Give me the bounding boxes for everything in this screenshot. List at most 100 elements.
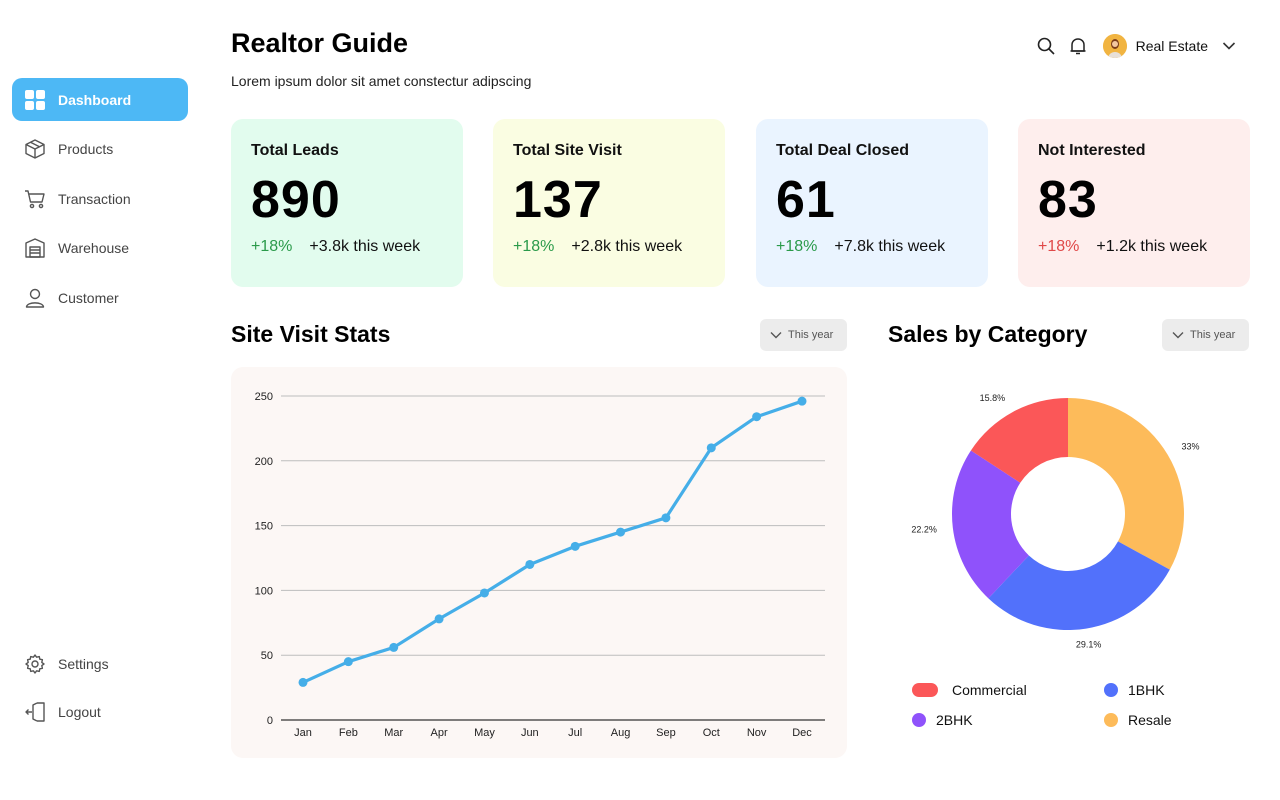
profile-name[interactable]: Real Estate <box>1135 38 1208 54</box>
sidebar-item-transaction[interactable]: Transaction <box>12 177 188 220</box>
sales-legend: Commercial 1BHK 2BHK Resale <box>912 680 1212 740</box>
site-visit-period-dropdown[interactable]: This year <box>760 319 847 351</box>
donut-slice[interactable] <box>1068 398 1184 570</box>
sidebar-item-logout[interactable]: Logout <box>12 690 188 733</box>
stat-week: +7.8k this week <box>834 238 946 255</box>
y-tick-label: 100 <box>255 585 273 597</box>
x-tick-label: Nov <box>747 727 767 739</box>
y-tick-label: 0 <box>267 715 273 727</box>
legend-item-commercial: Commercial <box>912 682 1027 698</box>
sidebar-item-label: Logout <box>58 703 101 720</box>
legend-swatch <box>1104 713 1118 727</box>
slice-label: 33% <box>1182 442 1200 452</box>
stat-change: +18% <box>251 238 293 255</box>
stat-change: +18% <box>513 238 555 255</box>
legend-label: 1BHK <box>1128 682 1165 698</box>
sidebar-item-products[interactable]: Products <box>12 127 188 170</box>
stat-week: +1.2k this week <box>1096 238 1208 255</box>
header-actions: Real Estate <box>1025 32 1240 60</box>
slice-label: 15.8% <box>980 393 1006 403</box>
stat-title: Total Leads <box>251 142 339 159</box>
x-tick-label: Sep <box>656 727 676 739</box>
x-tick-label: Dec <box>792 727 812 739</box>
sidebar-item-label: Warehouse <box>58 239 130 256</box>
stat-title: Not Interested <box>1038 142 1146 159</box>
sidebar-item-label: Dashboard <box>58 91 132 108</box>
x-tick-label: Feb <box>339 727 358 739</box>
sidebar-item-warehouse[interactable]: Warehouse <box>12 226 188 269</box>
stat-card-total-site-visit: Total Site Visit 137 +18% +2.8k this wee… <box>493 119 725 287</box>
x-tick-label: Jan <box>294 727 312 739</box>
data-point[interactable] <box>434 614 444 624</box>
legend-swatch <box>912 713 926 727</box>
page-title: Realtor Guide <box>231 28 409 58</box>
y-tick-label: 150 <box>255 521 273 533</box>
dropdown-label: This year <box>788 329 834 341</box>
stat-title: Total Deal Closed <box>776 142 910 159</box>
chevron-down-icon <box>1172 332 1184 339</box>
data-point[interactable] <box>298 677 308 687</box>
legend-item-2bhk: 2BHK <box>912 712 973 728</box>
donut-slice[interactable] <box>970 398 1068 483</box>
donut-slice[interactable] <box>952 450 1029 599</box>
sidebar-item-label: Settings <box>58 655 109 672</box>
sidebar-item-settings[interactable]: Settings <box>12 642 188 685</box>
stat-value: 137 <box>513 171 603 229</box>
x-tick-label: Mar <box>384 727 403 739</box>
stat-change: +18% <box>1038 238 1080 255</box>
stat-week: +3.8k this week <box>309 238 421 255</box>
stat-card-total-deal-closed: Total Deal Closed 61 +18% +7.8k this wee… <box>756 119 988 287</box>
grid-icon <box>24 89 46 111</box>
warehouse-icon <box>24 237 46 259</box>
stat-card-total-leads: Total Leads 890 +18% +3.8k this week <box>231 119 463 287</box>
legend-label: 2BHK <box>936 712 973 728</box>
x-tick-label: Apr <box>431 727 448 739</box>
legend-item-1bhk: 1BHK <box>1104 682 1165 698</box>
page-subtitle: Lorem ipsum dolor sit amet constectur ad… <box>231 73 532 89</box>
avatar[interactable] <box>1102 34 1127 58</box>
search-icon[interactable] <box>1035 35 1057 57</box>
sidebar-item-label: Transaction <box>58 190 131 207</box>
sales-donut-chart: 33% 29.1% 22.2% 15.8% <box>900 380 1240 660</box>
data-point[interactable] <box>661 513 671 523</box>
data-point[interactable] <box>570 541 580 551</box>
site-visit-title: Site Visit Stats <box>231 321 391 347</box>
cart-icon <box>24 188 46 210</box>
line-chart: 0 50 100 150 200 250 Jan Feb Mar Apr May Jun Jul Aug S… <box>255 391 825 739</box>
data-point[interactable] <box>706 443 716 453</box>
x-tick-label: Aug <box>611 727 631 739</box>
data-point[interactable] <box>343 657 353 667</box>
data-point[interactable] <box>479 588 489 598</box>
data-point[interactable] <box>752 412 762 422</box>
legend-label: Commercial <box>952 682 1027 698</box>
sidebar-item-label: Products <box>58 140 114 157</box>
sidebar: Dashboard Products Transaction Warehouse… <box>0 0 200 800</box>
x-tick-label: Jul <box>568 727 582 739</box>
legend-label: Resale <box>1128 712 1172 728</box>
stat-value: 83 <box>1038 171 1098 229</box>
data-point[interactable] <box>389 642 399 652</box>
donut-slice[interactable] <box>988 541 1170 630</box>
x-tick-label: May <box>474 727 495 739</box>
chevron-down-icon[interactable] <box>1218 35 1240 57</box>
stat-value: 61 <box>776 171 836 229</box>
gear-icon <box>24 653 46 675</box>
data-point[interactable] <box>525 559 535 569</box>
bell-icon[interactable] <box>1067 35 1089 57</box>
x-tick-label: Oct <box>703 727 720 739</box>
sidebar-item-customer[interactable]: Customer <box>12 276 188 319</box>
y-tick-label: 200 <box>255 456 273 468</box>
legend-item-resale: Resale <box>1104 712 1172 728</box>
series-line <box>302 399 803 684</box>
sales-period-dropdown[interactable]: This year <box>1162 319 1249 351</box>
data-point[interactable] <box>797 396 807 406</box>
y-tick-label: 50 <box>261 650 273 662</box>
chevron-down-icon <box>770 332 782 339</box>
sidebar-item-label: Customer <box>58 289 119 306</box>
data-point[interactable] <box>616 527 626 537</box>
legend-swatch <box>1104 683 1118 697</box>
stat-change: +18% <box>776 238 818 255</box>
dropdown-label: This year <box>1190 329 1236 341</box>
sidebar-item-dashboard[interactable]: Dashboard <box>12 78 188 121</box>
stat-week: +2.8k this week <box>571 238 683 255</box>
